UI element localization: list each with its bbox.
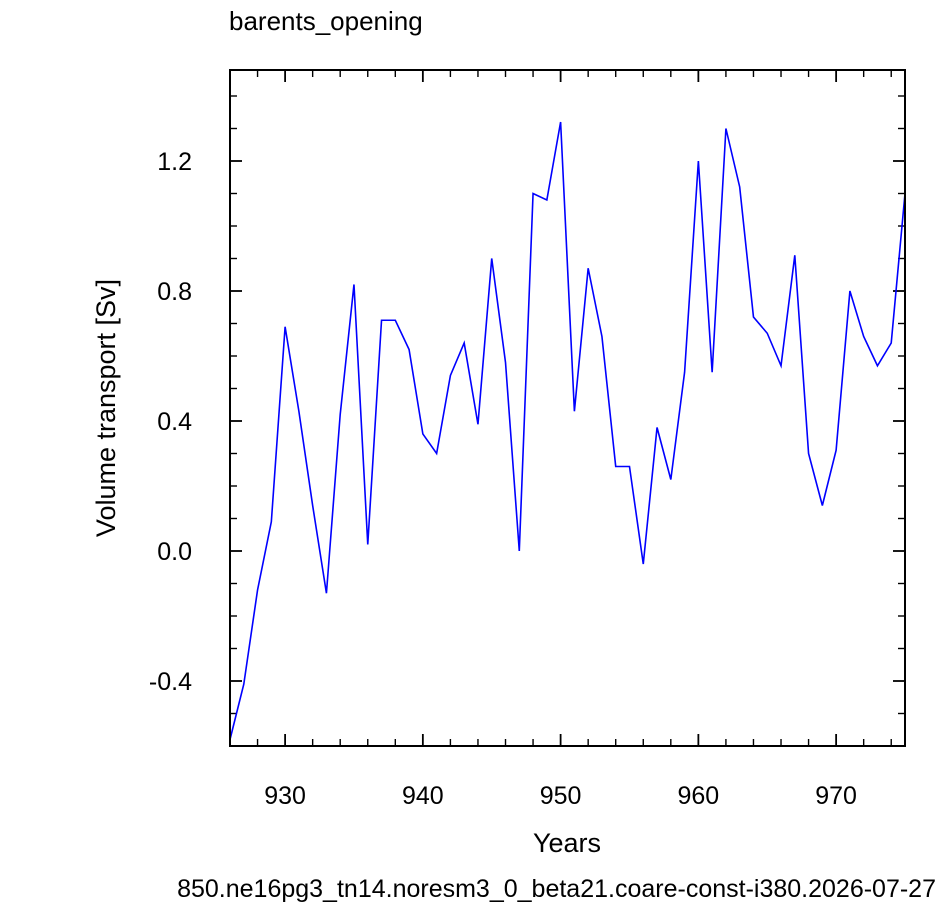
y-tick-label: 0.4 <box>157 408 192 436</box>
y-axis-label: Volume transport [Sv] <box>91 279 121 537</box>
x-tick-label: 960 <box>678 782 720 810</box>
x-tick-label: 950 <box>540 782 582 810</box>
x-major-ticks <box>284 70 838 746</box>
x-tick-label: 940 <box>402 782 444 810</box>
series-line <box>229 121 906 740</box>
x-minor-ticks <box>229 70 892 746</box>
y-tick-label: 1.2 <box>157 148 192 176</box>
x-tick-label: 930 <box>264 782 306 810</box>
footer-run-id: 850.ne16pg3_tn14.noresm3_0_beta21.coare-… <box>177 875 936 903</box>
y-tick-label: 0.0 <box>157 538 192 566</box>
chart-title: barents_opening <box>229 6 423 36</box>
y-tick-labels: -0.4 0.0 0.4 0.8 1.2 <box>149 148 192 696</box>
x-tick-label: 970 <box>815 782 857 810</box>
x-tick-labels: 930 940 950 960 970 <box>264 782 857 810</box>
y-tick-label: 0.8 <box>157 278 192 306</box>
y-minor-ticks <box>230 95 905 715</box>
plot-frame <box>229 69 906 747</box>
y-major-ticks <box>230 160 905 682</box>
x-axis-label: Years <box>533 828 601 858</box>
y-tick-label: -0.4 <box>149 668 192 696</box>
